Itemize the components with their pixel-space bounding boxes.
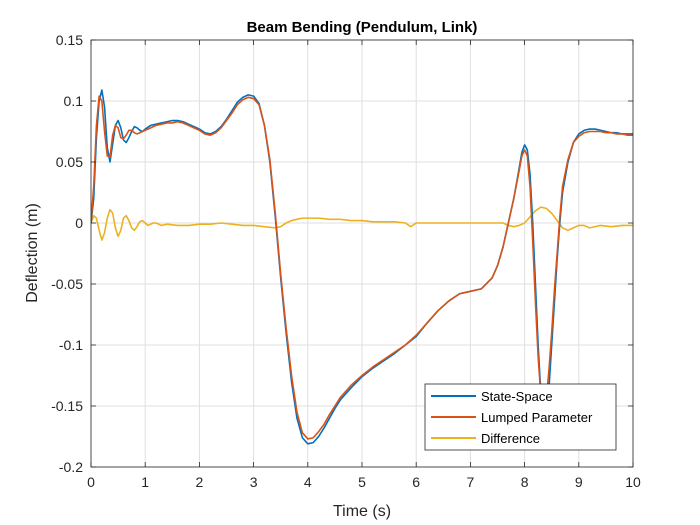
- series-line-difference: [91, 206, 633, 241]
- y-tick-label: 0.15: [56, 32, 83, 48]
- legend-label-state-space: State-Space: [481, 389, 553, 404]
- x-tick-label: 6: [412, 474, 420, 490]
- y-tick-label: 0: [75, 215, 83, 231]
- series-line-state-space: [91, 89, 633, 445]
- x-tick-label: 3: [250, 474, 258, 490]
- series-layer: [91, 89, 633, 445]
- axis-ticks: [90, 39, 634, 468]
- legend: State-Space Lumped Parameter Difference: [424, 383, 617, 451]
- x-tick-label: 5: [358, 474, 366, 490]
- y-tick-label: -0.05: [51, 276, 83, 292]
- y-tick-label: 0.05: [56, 154, 83, 170]
- legend-label-difference: Difference: [481, 431, 540, 446]
- x-tick-label: 1: [141, 474, 149, 490]
- chart-title: Beam Bending (Pendulum, Link): [247, 19, 478, 36]
- x-tick-label: 8: [521, 474, 529, 490]
- x-tick-label: 0: [87, 474, 95, 490]
- x-axis-label: Time (s): [333, 503, 391, 520]
- y-axis-label: Deflection (m): [24, 203, 41, 303]
- x-tick-label: 10: [625, 474, 641, 490]
- legend-label-lumped-parameter: Lumped Parameter: [481, 410, 593, 425]
- x-tick-label: 4: [304, 474, 312, 490]
- y-tick-labels: 0.15 0.1 0.05 0 -0.05 -0.1 -0.15 -0.2: [51, 32, 83, 475]
- y-tick-label: -0.2: [59, 459, 83, 475]
- x-tick-labels: 0 1 2 3 4 5 6 7 8 9 10: [87, 474, 641, 490]
- x-tick-label: 7: [467, 474, 475, 490]
- y-tick-label: -0.15: [51, 398, 83, 414]
- x-tick-label: 9: [575, 474, 583, 490]
- series-line-lumped-parameter: [91, 95, 633, 440]
- x-tick-label: 2: [196, 474, 204, 490]
- y-tick-label: -0.1: [59, 337, 83, 353]
- y-tick-label: 0.1: [64, 93, 84, 109]
